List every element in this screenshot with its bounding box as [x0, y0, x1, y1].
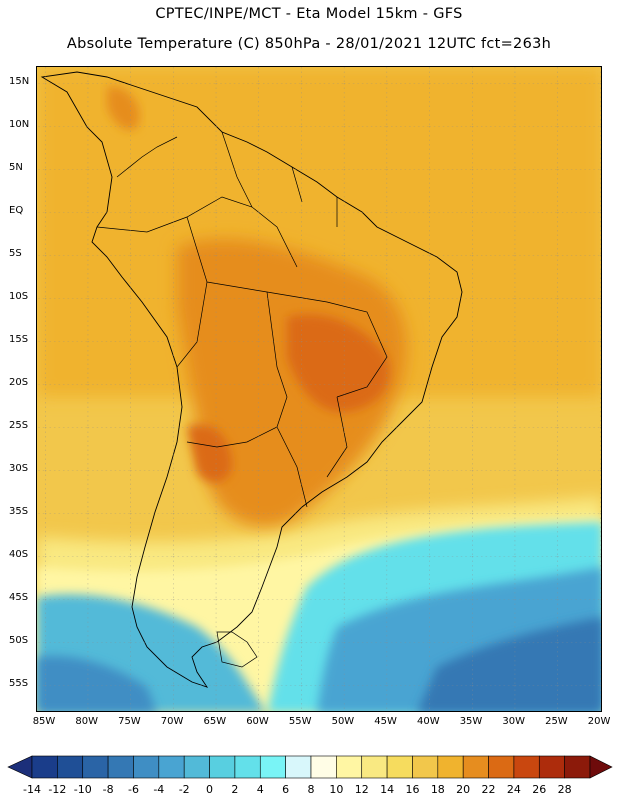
colorbar-tick-label: 12: [354, 783, 369, 796]
colorbar-tick-label: -8: [102, 783, 114, 796]
lat-label: 25S: [9, 420, 29, 431]
colorbar-over-arrow: [589, 755, 613, 779]
lon-label: 30W: [502, 716, 525, 727]
lon-label: 40W: [416, 716, 440, 727]
lat-label: 5N: [9, 162, 23, 173]
colorbar-swatch: [462, 755, 489, 779]
lon-label: 50W: [331, 716, 355, 727]
colorbar-swatch: [158, 755, 185, 779]
colorbar-tick-label: -12: [48, 783, 67, 796]
colorbar-swatch: [107, 755, 134, 779]
colorbar-swatch: [361, 755, 388, 779]
lat-label: 5S: [9, 248, 22, 259]
lon-label: 35W: [459, 716, 483, 727]
colorbar-swatch: [538, 755, 565, 779]
colorbar-swatch: [386, 755, 413, 779]
colorbar-swatch: [336, 755, 363, 779]
lat-label: 35S: [9, 506, 29, 517]
colorbar-tick-label: 4: [256, 783, 264, 796]
colorbar-swatch: [412, 755, 439, 779]
colorbar-swatch: [488, 755, 515, 779]
colorbar-swatch: [31, 755, 58, 779]
colorbar-swatch: [234, 755, 261, 779]
lon-label: 80W: [75, 716, 98, 727]
lon-label: 85W: [32, 716, 56, 727]
lat-label: EQ: [9, 205, 24, 216]
colorbar-tick-label: 16: [405, 783, 420, 796]
colorbar-swatch: [564, 755, 591, 779]
graticule: [37, 67, 601, 711]
temperature-map: [36, 66, 602, 712]
title-line-2: Absolute Temperature (C) 850hPa - 28/01/…: [66, 36, 552, 52]
color-scale-bar: [7, 755, 613, 779]
colorbar-swatch: [437, 755, 464, 779]
colorbar-swatch: [133, 755, 160, 779]
colorbar-swatch: [310, 755, 337, 779]
lat-label: 55S: [9, 678, 29, 689]
lon-label: 20W: [587, 716, 611, 727]
lon-label: 60W: [246, 716, 269, 727]
lat-label: 40S: [9, 549, 29, 560]
colorbar-tick-label: 8: [307, 783, 315, 796]
colorbar-swatch: [57, 755, 84, 779]
colorbar-tick-label: -6: [127, 783, 139, 796]
lat-label: 45S: [9, 592, 29, 603]
colorbar-tick-label: 20: [456, 783, 471, 796]
colorbar-swatch: [285, 755, 312, 779]
colorbar-tick-label: 14: [380, 783, 395, 796]
colorbar-tick-label: 0: [206, 783, 214, 796]
colorbar-swatch: [259, 755, 286, 779]
colorbar-swatch: [209, 755, 236, 779]
lon-label: 75W: [118, 716, 141, 727]
lat-label: 10N: [9, 119, 30, 130]
colorbar-tick-label: 2: [231, 783, 239, 796]
lon-label: 25W: [545, 716, 568, 727]
lon-label: 55W: [288, 716, 312, 727]
colorbar-tick-label: 6: [282, 783, 290, 796]
colorbar-tick-label: -2: [178, 783, 190, 796]
colorbar-tick-label: -4: [153, 783, 165, 796]
title-line-1: CPTEC/INPE/MCT - Eta Model 15km - GFS: [155, 6, 463, 22]
colorbar-tick-label: 26: [532, 783, 547, 796]
lon-label: 70W: [160, 716, 184, 727]
lon-label: 45W: [374, 716, 397, 727]
colorbar-swatch: [183, 755, 210, 779]
lat-label: 15S: [9, 334, 29, 345]
colorbar-tick-label: 28: [557, 783, 572, 796]
colorbar-swatch: [513, 755, 540, 779]
colorbar-tick-label: 18: [430, 783, 445, 796]
lat-label: 20S: [9, 377, 29, 388]
lat-label: 10S: [9, 291, 29, 302]
colorbar-tick-label: 10: [329, 783, 344, 796]
map-canvas: [37, 67, 601, 711]
lat-label: 50S: [9, 635, 29, 646]
colorbar-swatch: [82, 755, 109, 779]
colorbar-tick-label: -14: [23, 783, 41, 796]
lon-label: 65W: [203, 716, 227, 727]
colorbar-under-arrow: [7, 755, 33, 779]
lat-label: 15N: [9, 76, 30, 87]
colorbar-tick-label: 24: [506, 783, 521, 796]
colorbar-tick-label: 22: [481, 783, 496, 796]
lat-label: 30S: [9, 463, 29, 474]
colorbar-tick-label: -10: [73, 783, 92, 796]
